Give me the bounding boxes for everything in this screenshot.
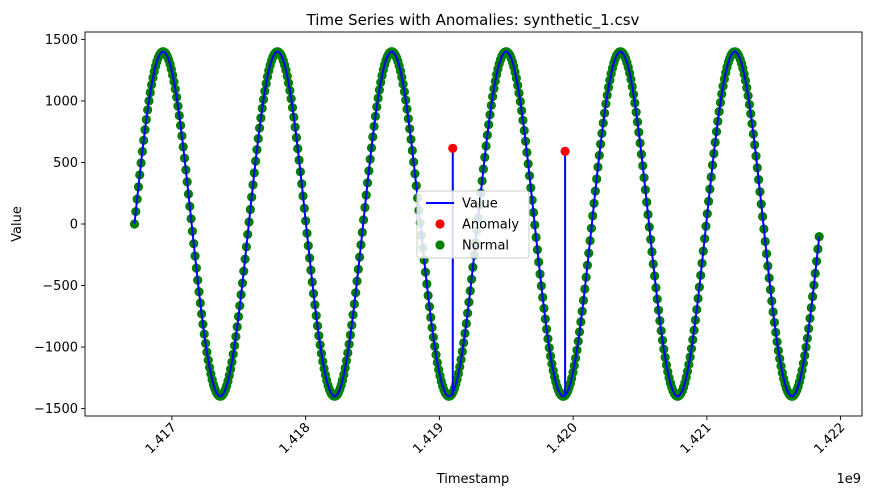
legend-marker-swatch xyxy=(435,219,445,229)
legend: Value Anomaly Normal xyxy=(416,190,530,259)
normal-point xyxy=(814,232,824,242)
legend-entry-label: Value xyxy=(462,197,498,212)
y-tick-label: 500 xyxy=(53,156,78,171)
y-tick-label: 0 xyxy=(70,218,78,233)
y-tick-label: 1500 xyxy=(45,33,78,48)
y-tick-label: 1000 xyxy=(45,94,78,109)
y-tick-label: −1500 xyxy=(34,402,78,417)
anomaly-point xyxy=(448,143,458,153)
chart-title: Time Series with Anomalies: synthetic_1.… xyxy=(306,11,640,30)
plot-content xyxy=(129,47,824,401)
x-tick-label: 1.420 xyxy=(544,420,581,457)
legend-entry-label: Anomaly xyxy=(462,218,519,233)
legend-marker-swatch xyxy=(435,240,445,250)
y-axis-label: Value xyxy=(10,206,25,242)
y-tick-label: −1000 xyxy=(34,341,78,356)
x-axis-label: Timestamp xyxy=(436,472,510,487)
x-tick-label: 1.418 xyxy=(277,420,314,457)
normal-point xyxy=(129,219,140,229)
y-tick-label: −500 xyxy=(42,279,78,294)
anomaly-point xyxy=(560,146,570,156)
x-tick-label: 1.417 xyxy=(143,420,180,457)
plot-area xyxy=(129,47,824,401)
x-tick-label: 1.419 xyxy=(410,420,447,457)
x-offset-label: 1e9 xyxy=(836,472,861,487)
legend-box xyxy=(416,190,530,259)
x-tick-label: 1.421 xyxy=(678,420,715,457)
x-tick-label: 1.422 xyxy=(812,420,849,457)
legend-entry-label: Normal xyxy=(462,239,509,254)
